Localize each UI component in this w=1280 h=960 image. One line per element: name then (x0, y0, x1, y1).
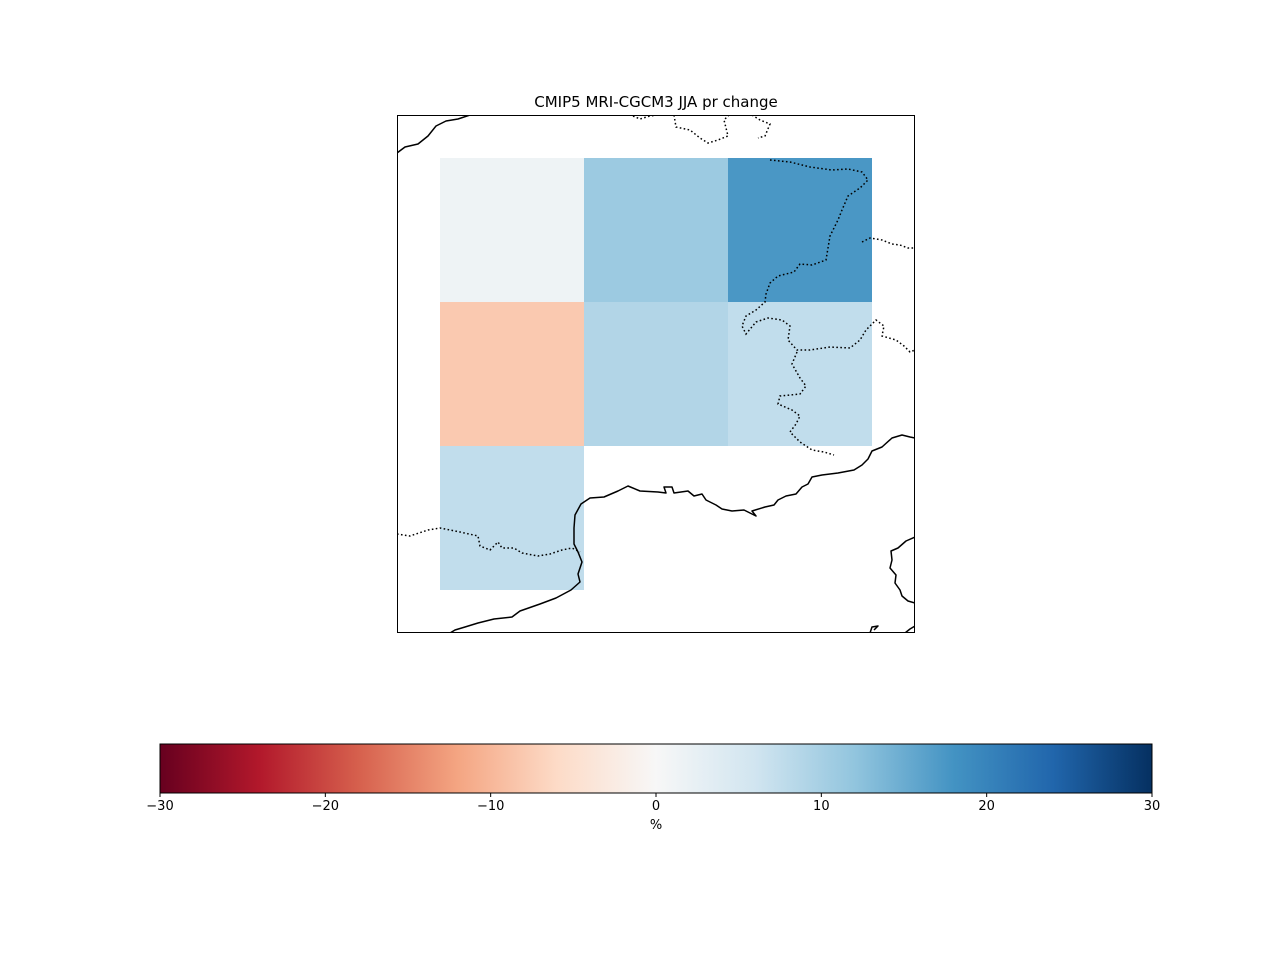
grid-cell-r2-c0 (440, 446, 584, 590)
map-title: CMIP5 MRI-CGCM3 JJA pr change (534, 93, 778, 111)
colorbar-label: % (650, 818, 662, 833)
colorbar-tick-label: 20 (978, 799, 995, 814)
colorbar-tick-label: −30 (146, 799, 173, 814)
coastline-corsica (889, 536, 915, 604)
colorbar-tick-label: −10 (477, 799, 504, 814)
colorbar-tick-label: 30 (1144, 799, 1161, 814)
border-spain (397, 527, 581, 557)
grid-cell-r0-c2 (728, 158, 872, 302)
colorbar-ticks: −30 −20 −10 0 10 20 30 (146, 793, 1160, 814)
coastline-biscay-mediterranean (449, 434, 915, 633)
coastline-sardinia (869, 625, 879, 633)
grid-cells (440, 158, 872, 590)
coastlines (397, 115, 915, 633)
grid-cell-r1-c2 (728, 302, 872, 446)
border-luxembourg (751, 115, 771, 139)
colorbar-tick-label: −20 (312, 799, 339, 814)
map-panel (397, 115, 915, 633)
coastline-channel (397, 115, 471, 154)
border-north-east (673, 115, 730, 144)
grid-cell-r0-c0 (440, 158, 584, 302)
border-germany-east (861, 237, 915, 249)
border-belgium (632, 115, 662, 120)
country-borders (397, 115, 915, 557)
grid-cell-r1-c1 (584, 302, 728, 446)
grid-cell-r0-c1 (584, 158, 728, 302)
colorbar-tick-label: 0 (652, 799, 660, 814)
border-italy (777, 351, 835, 456)
colorbar-tick-label: 10 (813, 799, 830, 814)
border-germany-switzerland (741, 159, 915, 353)
coastline-ligurian (904, 625, 915, 633)
map-frame (397, 115, 915, 633)
colorbar-gradient (160, 744, 1152, 793)
colorbar: −30 −20 −10 0 10 20 30 % (146, 743, 1160, 833)
grid-cell-r1-c0 (440, 302, 584, 446)
